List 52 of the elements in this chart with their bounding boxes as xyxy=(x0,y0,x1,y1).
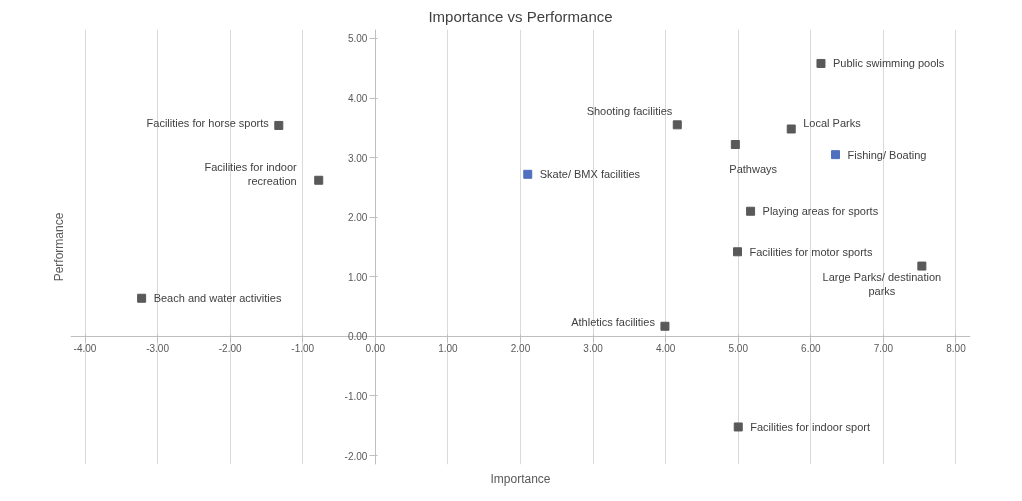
x-tick-label: 6.00 xyxy=(801,343,821,355)
y-tick-label: -2.00 xyxy=(344,450,368,462)
x-tick-label: -2.00 xyxy=(218,343,243,355)
annotation: Public swimming pools xyxy=(832,57,945,70)
y-tick-label: -1.00 xyxy=(344,390,368,402)
annotation: Fishing/ Boating xyxy=(847,148,927,161)
x-tick-label: -1.00 xyxy=(291,343,315,355)
y-tick-label: 2.00 xyxy=(347,212,368,224)
annotation: Facilities for horse sports xyxy=(146,117,270,130)
chart-title: Importance vs Performance xyxy=(428,7,613,25)
x-tick-label: 0.00 xyxy=(365,343,386,355)
annotation: Facilities for motor sports xyxy=(749,245,873,258)
annotation: Pathways xyxy=(729,162,778,175)
y-tick-label: 3.00 xyxy=(347,152,368,164)
annotation: Facilities for indoor sport xyxy=(750,420,871,433)
point xyxy=(274,120,284,130)
y-tick-label: 4.00 xyxy=(347,93,368,105)
point xyxy=(831,150,840,160)
annotation: Facilities for indoor recreation xyxy=(204,161,298,188)
x-tick-label: 3.00 xyxy=(583,343,604,355)
point xyxy=(917,261,927,271)
x-tick-label: 2.00 xyxy=(510,343,531,355)
x-tick-label: 5.00 xyxy=(728,343,749,355)
x-tick-label: -3.00 xyxy=(146,343,170,355)
annotation: Playing areas for sports xyxy=(762,205,879,218)
x-tick-label: 4.00 xyxy=(655,343,676,355)
annotation: Large Parks/ destination parks xyxy=(822,270,942,298)
point xyxy=(137,293,147,303)
x-tick-label: 8.00 xyxy=(946,343,967,355)
point xyxy=(660,321,670,331)
y-tick-label: 5.00 xyxy=(347,33,368,45)
x-tick-label: 7.00 xyxy=(873,343,894,355)
y-tick-label: 1.00 xyxy=(347,271,368,283)
annotation: Local Parks xyxy=(803,117,862,130)
point xyxy=(786,124,796,134)
point xyxy=(733,247,743,257)
point xyxy=(746,206,756,216)
x-tick-label: 1.00 xyxy=(438,343,459,355)
point xyxy=(314,175,324,185)
point xyxy=(733,422,743,432)
point xyxy=(523,169,533,179)
annotation: Shooting facilities xyxy=(586,104,673,117)
annotation: Skate/ BMX facilities xyxy=(539,168,641,181)
annotation: Athletics facilities xyxy=(571,316,656,329)
y-tick-label: 0.00 xyxy=(347,331,368,343)
x-axis-title: Importance xyxy=(490,471,551,486)
point xyxy=(730,140,740,150)
x-tick-label: -4.00 xyxy=(73,343,97,355)
point xyxy=(816,58,826,68)
y-axis-title: Performance xyxy=(51,212,66,282)
point xyxy=(672,120,682,130)
annotation: Beach and water activities xyxy=(153,292,282,305)
